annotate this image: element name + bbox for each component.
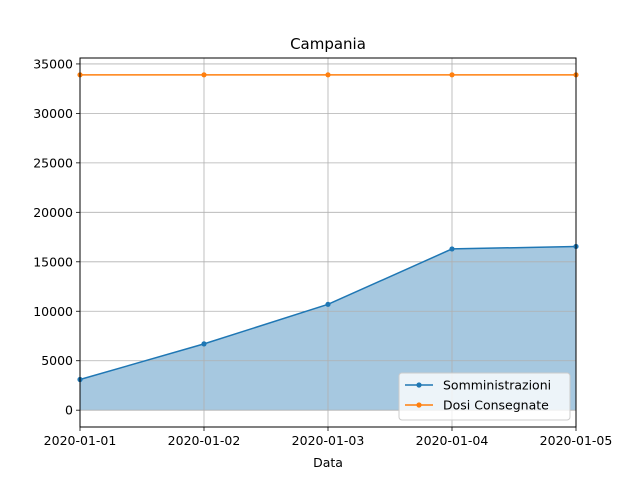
legend-swatch-marker — [416, 382, 422, 388]
y-tick-label: 10000 — [33, 304, 73, 319]
x-axis-label: Data — [313, 455, 343, 470]
x-tick-label: 2020-01-03 — [292, 433, 365, 448]
data-point — [325, 301, 331, 307]
y-tick-label: 5000 — [41, 353, 73, 368]
series-layer — [77, 72, 579, 383]
data-point — [201, 72, 207, 78]
legend-box — [398, 372, 571, 421]
x-axis: 2020-01-01 2020-01-02 2020-01-03 2020-01-04… — [44, 427, 613, 448]
legend: Somministrazioni Dosi Consegnate — [398, 372, 571, 421]
y-axis: 0 5000 10000 15000 20000 25000 30000 35000 — [33, 56, 80, 418]
y-tick-label: 15000 — [33, 254, 73, 269]
x-tick-label: 2020-01-02 — [168, 433, 241, 448]
data-point — [325, 72, 331, 78]
y-tick-label: 20000 — [33, 205, 73, 220]
y-tick-label: 35000 — [33, 56, 73, 71]
x-tick-label: 2020-01-01 — [44, 433, 117, 448]
data-point — [201, 341, 207, 347]
x-tick-label: 2020-01-05 — [540, 433, 613, 448]
y-tick-label: 25000 — [33, 155, 73, 170]
x-tick-label: 2020-01-04 — [416, 433, 489, 448]
y-tick-label: 0 — [65, 403, 73, 418]
plot-area — [77, 57, 579, 428]
legend-label: Somministrazioni — [443, 378, 551, 393]
y-tick-label: 30000 — [33, 106, 73, 121]
chart-title: Campania — [290, 35, 366, 53]
legend-label: Dosi Consegnate — [443, 398, 549, 413]
legend-swatch-marker — [416, 402, 422, 408]
data-point — [449, 72, 455, 78]
data-point — [449, 246, 455, 252]
